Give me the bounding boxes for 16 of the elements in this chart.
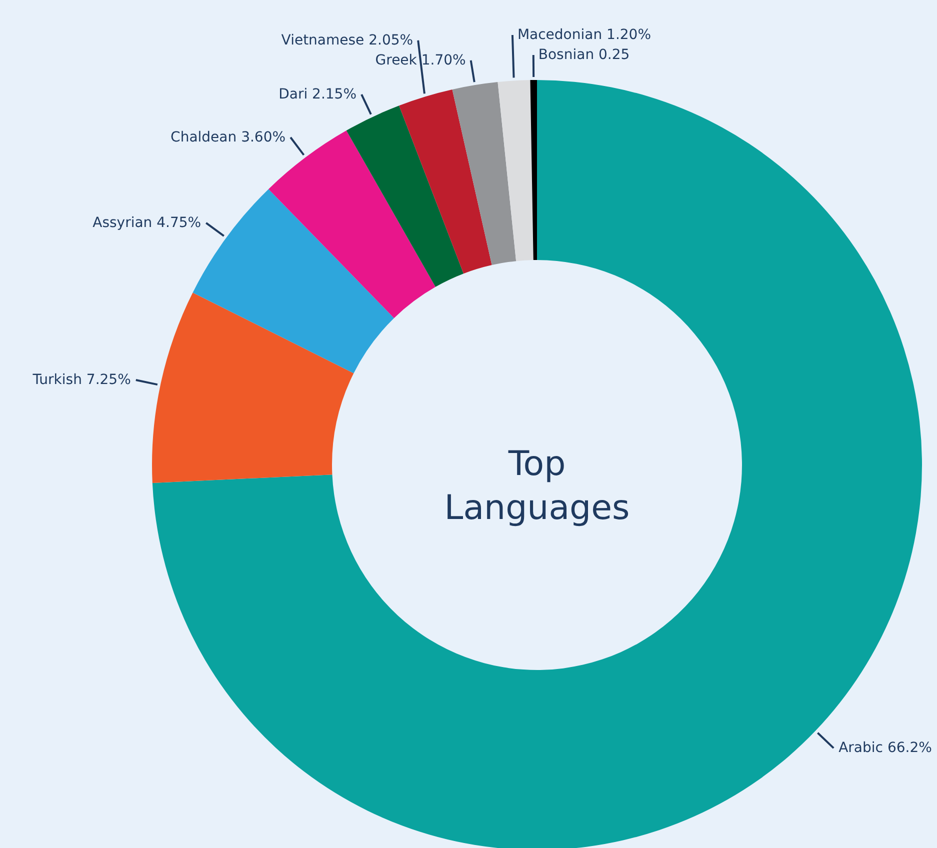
donut-slice bbox=[399, 89, 492, 274]
donut-slice bbox=[530, 80, 537, 260]
slice-label: Assyrian 4.75% bbox=[92, 214, 202, 231]
donut-slice bbox=[452, 82, 516, 266]
slice-label: Greek 1.70% bbox=[375, 52, 466, 68]
slice-label: Macedonian 1.20% bbox=[517, 27, 652, 44]
slice-label: Turkish 7.25% bbox=[32, 372, 131, 388]
donut-slice bbox=[498, 80, 534, 262]
slice-label: Vietnamese 2.05% bbox=[281, 32, 414, 48]
donut-slice bbox=[346, 106, 464, 287]
text: Top Languages bbox=[444, 444, 630, 528]
slice-label: Dari 2.15% bbox=[278, 86, 357, 102]
slice-label: Arabic 66.2% bbox=[838, 740, 932, 756]
donut-slice bbox=[152, 292, 354, 483]
slice-label: Bosnian 0.25 bbox=[538, 47, 630, 64]
slice-label: Chaldean 3.60% bbox=[170, 129, 286, 146]
